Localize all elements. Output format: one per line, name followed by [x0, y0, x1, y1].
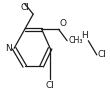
Text: H: H	[82, 31, 88, 40]
Text: Cl: Cl	[46, 81, 55, 89]
Text: Cl: Cl	[20, 3, 29, 12]
Text: CH₃: CH₃	[68, 36, 83, 45]
Text: O: O	[60, 19, 67, 28]
Text: Cl: Cl	[98, 50, 107, 59]
Text: N: N	[5, 44, 11, 53]
